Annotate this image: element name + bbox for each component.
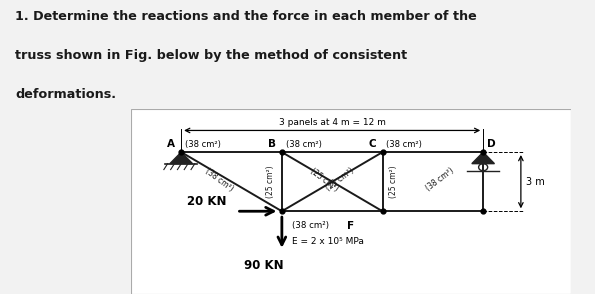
Polygon shape xyxy=(170,152,193,164)
Text: 20 KN: 20 KN xyxy=(187,195,227,208)
Polygon shape xyxy=(472,152,494,164)
Text: (25 cm²): (25 cm²) xyxy=(324,166,355,193)
Text: (25 cm²): (25 cm²) xyxy=(309,166,340,193)
Text: deformations.: deformations. xyxy=(15,88,116,101)
Text: D: D xyxy=(487,139,496,149)
Text: (38 cm²): (38 cm²) xyxy=(386,140,422,149)
Text: B: B xyxy=(268,139,275,149)
Text: (38 cm²): (38 cm²) xyxy=(203,166,234,193)
FancyBboxPatch shape xyxy=(131,109,571,294)
Text: (25 cm²): (25 cm²) xyxy=(266,165,275,198)
Text: 90 KN: 90 KN xyxy=(245,258,284,272)
Text: 1. Determine the reactions and the force in each member of the: 1. Determine the reactions and the force… xyxy=(15,10,477,23)
Text: (38 cm²): (38 cm²) xyxy=(286,140,321,149)
Text: (38 cm²): (38 cm²) xyxy=(292,221,329,230)
Text: 3 panels at 4 m = 12 m: 3 panels at 4 m = 12 m xyxy=(278,118,386,126)
Text: (38 cm²): (38 cm²) xyxy=(425,166,456,193)
Text: (38 cm²): (38 cm²) xyxy=(185,140,221,149)
Text: E = 2 x 10⁵ MPa: E = 2 x 10⁵ MPa xyxy=(292,237,364,246)
Text: F: F xyxy=(347,221,355,231)
Text: (25 cm²): (25 cm²) xyxy=(389,165,398,198)
Text: truss shown in Fig. below by the method of consistent: truss shown in Fig. below by the method … xyxy=(15,49,407,62)
Text: C: C xyxy=(368,139,376,149)
Text: 3 m: 3 m xyxy=(526,177,544,187)
Text: A: A xyxy=(167,139,175,149)
